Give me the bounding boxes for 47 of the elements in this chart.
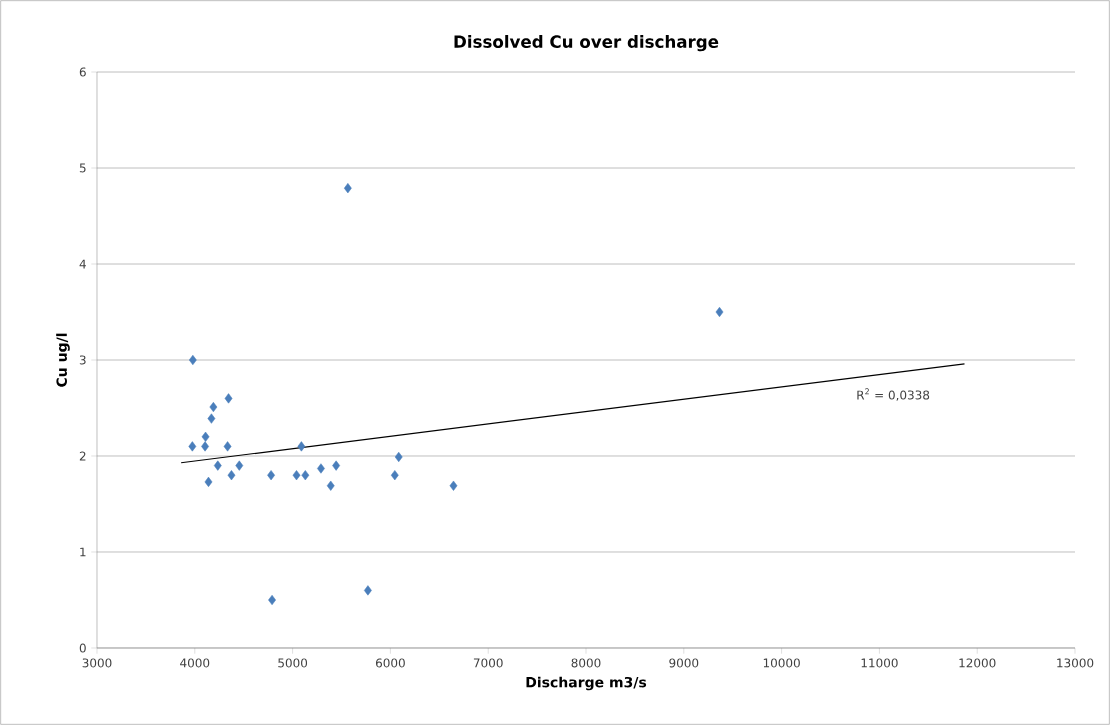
point <box>394 451 403 463</box>
x-tick-label: 7000 <box>473 658 503 668</box>
x-tick-label: 9000 <box>669 658 699 668</box>
point <box>332 460 340 471</box>
point <box>213 460 222 471</box>
point <box>297 441 306 452</box>
point <box>292 470 301 481</box>
y-tick-label: 0 <box>79 643 86 653</box>
point <box>201 431 210 442</box>
x-tick-label: 12000 <box>959 658 996 668</box>
y-tick-label: 4 <box>79 259 86 269</box>
y-tick-label: 3 <box>79 355 86 365</box>
y-tick-label: 5 <box>79 163 86 173</box>
x-tick-label: 10000 <box>763 658 800 668</box>
y-tick-label: 2 <box>79 451 86 461</box>
point <box>449 480 458 491</box>
point <box>204 476 213 487</box>
x-tick-label: 8000 <box>571 658 601 668</box>
x-tick-label: 11000 <box>861 658 898 668</box>
x-axis-title: Discharge m3/s <box>526 676 647 691</box>
x-tick-label: 4000 <box>180 658 210 668</box>
point <box>223 441 232 452</box>
chart-title: Dissolved Cu over discharge <box>454 35 719 52</box>
y-tick-label: 1 <box>80 547 86 557</box>
point <box>364 585 372 596</box>
x-tick-label: 5000 <box>278 658 308 668</box>
point <box>715 306 724 318</box>
point <box>188 354 197 366</box>
point <box>326 480 335 491</box>
point <box>390 470 399 481</box>
point <box>235 460 244 471</box>
point <box>209 401 218 413</box>
point <box>267 470 275 481</box>
point <box>224 393 233 404</box>
x-tick-label: 3000 <box>82 658 112 668</box>
x-tick-label: 13000 <box>1057 658 1094 668</box>
annotation: R$^{2}$ = 0,0338 <box>857 388 930 401</box>
y-axis-title: Cu ug/l <box>56 333 70 387</box>
point <box>301 470 310 481</box>
y-tick-label: 6 <box>79 67 86 77</box>
x-tick-label: 6000 <box>375 658 405 668</box>
point <box>188 441 197 452</box>
point <box>201 441 209 452</box>
point <box>343 183 352 194</box>
point <box>317 463 325 474</box>
point <box>207 413 216 424</box>
point <box>227 470 236 481</box>
